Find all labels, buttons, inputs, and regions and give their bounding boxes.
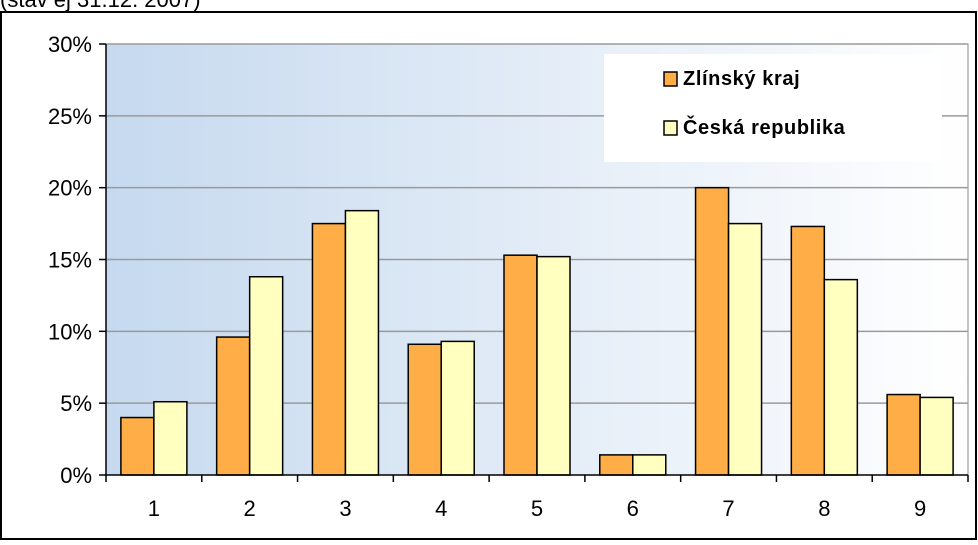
axes (99, 43, 969, 482)
x-tick-label: 5 (531, 496, 543, 521)
legend-swatch (663, 120, 678, 136)
legend-box (604, 54, 942, 162)
y-tick-label: 15% (48, 248, 92, 273)
bar-series-1 (407, 343, 442, 476)
legend-swatch (663, 71, 678, 87)
x-tick-label: 4 (435, 496, 447, 521)
y-tick-label: 0% (60, 463, 92, 488)
bar-series-1 (599, 454, 634, 476)
bar-series-1 (694, 186, 730, 476)
bar-series-2 (248, 275, 284, 476)
bar-series-2 (919, 396, 954, 476)
bar-series-2 (727, 222, 763, 476)
bar-series-1 (790, 225, 826, 476)
x-tick-label: 8 (818, 496, 830, 521)
bar-series-1 (120, 416, 155, 476)
x-tick-label: 9 (914, 496, 926, 521)
tick-labels: 0% 5% 10% 15% 20% 25% 30% 1 2 3 4 5 6 7 8 9 (48, 32, 926, 521)
bar-series-2 (632, 454, 667, 476)
legend-label: Zlínský kraj (683, 68, 800, 90)
y-tick-label: 20% (48, 176, 92, 201)
legend-label: Česká republika (683, 115, 846, 139)
bar-series-2 (344, 209, 380, 476)
y-tick-label: 30% (48, 32, 92, 57)
bar-series-2 (153, 400, 188, 476)
bar-series-2 (536, 255, 571, 476)
bar-series-1 (503, 254, 538, 476)
bar-series-1 (311, 222, 347, 476)
bar-series-1 (886, 393, 921, 476)
x-tick-label: 2 (244, 496, 256, 521)
chart-caption: (stav ej 31.12. 2007) (0, 0, 201, 13)
bars (120, 186, 954, 476)
x-tick-label: 6 (627, 496, 639, 521)
x-tick-label: 7 (722, 496, 734, 521)
y-tick-label: 25% (48, 104, 92, 129)
y-tick-label: 5% (60, 391, 92, 416)
y-tick-label: 10% (48, 319, 92, 344)
x-tick-label: 1 (148, 496, 160, 521)
x-tick-label: 3 (339, 496, 351, 521)
bar-series-1 (215, 336, 251, 476)
legend: Zlínský kraj Česká republika (604, 54, 942, 162)
bar-series-2 (823, 278, 859, 476)
bar-series-2 (440, 340, 475, 476)
